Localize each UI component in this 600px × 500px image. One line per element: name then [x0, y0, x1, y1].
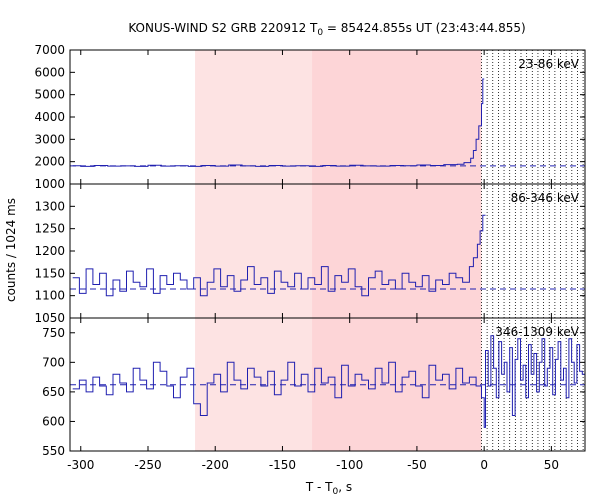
y-axis-label: counts / 1024 ms: [4, 198, 18, 302]
x-tick-label: -300: [67, 458, 94, 472]
y-tick-label: 1300: [34, 199, 65, 213]
shaded-regions: [195, 50, 482, 451]
x-tick-label: -100: [336, 458, 363, 472]
band-label-1: 86-346 keV: [511, 191, 580, 205]
y-tick-label: 5000: [34, 88, 65, 102]
y-tick-label: 750: [42, 326, 65, 340]
chart-title: KONUS-WIND S2 GRB 220912 T0 = 85424.855s…: [128, 21, 525, 38]
series-2: [72, 335, 585, 428]
x-tick-label: 0: [480, 458, 488, 472]
x-tick-label: -200: [202, 458, 229, 472]
y-tick-label: 1000: [34, 177, 65, 191]
x-tick-label: -150: [269, 458, 296, 472]
title-prefix: KONUS-WIND S2 GRB 220912 T: [128, 21, 318, 35]
y-tick-label: 1050: [34, 311, 65, 325]
y-tick-label: 1200: [34, 244, 65, 258]
shaded-region-0: [195, 50, 313, 451]
panel-frame-2: [69, 317, 586, 452]
title-subscript: 0: [317, 28, 323, 38]
xlabel-subscript: 0: [333, 487, 339, 497]
x-ticks: -300 -250 -200 -150 -100 -50 0 50: [67, 50, 559, 472]
panel-labels: 23-86 keV 86-346 keV 346-1309 keV: [495, 57, 579, 339]
xlabel-suffix: , s: [338, 480, 352, 494]
x-axis-label: T - T0, s: [305, 480, 352, 497]
x-tick-label: 50: [544, 458, 559, 472]
y-tick-label: 4000: [34, 110, 65, 124]
x-tick-label: -50: [407, 458, 427, 472]
series-0: [72, 78, 485, 167]
y-tick-label: 7000: [34, 43, 65, 57]
y-tick-label: 2000: [34, 155, 65, 169]
y-tick-label: 1250: [34, 222, 65, 236]
y-tick-label: 6000: [34, 65, 65, 79]
y-tick-label: 600: [42, 414, 65, 428]
data-series: [72, 78, 585, 428]
x-tick-label: -250: [134, 458, 161, 472]
background-lines: [70, 165, 585, 386]
y-tick-label: 1100: [34, 289, 65, 303]
series-1: [72, 214, 486, 297]
y-ticks: 1000 2000 3000 4000 5000 6000 7000 1050 1100 1150…: [34, 43, 585, 458]
xlabel-prefix: T - T: [305, 480, 333, 494]
y-tick-label: 550: [42, 444, 65, 458]
y-tick-label: 700: [42, 355, 65, 369]
band-label-0: 23-86 keV: [518, 57, 580, 71]
y-tick-label: 3000: [34, 132, 65, 146]
y-tick-label: 650: [42, 385, 65, 399]
band-label-2: 346-1309 keV: [495, 325, 579, 339]
shaded-region-1: [312, 50, 482, 451]
y-tick-label: 1150: [34, 266, 65, 280]
title-suffix: = 85424.855s UT (23:43:44.855): [323, 21, 526, 35]
